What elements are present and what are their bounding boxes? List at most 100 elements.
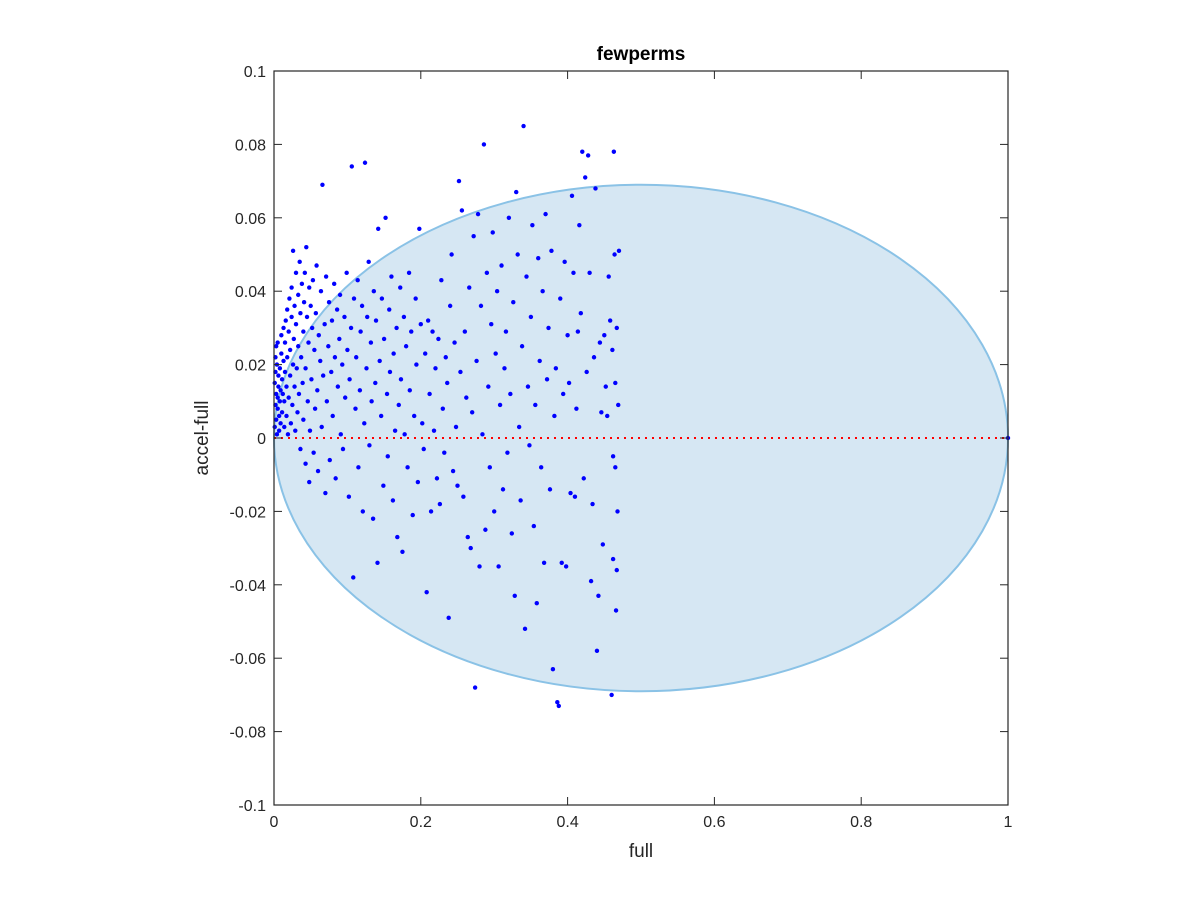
data-point: [489, 322, 494, 327]
data-point: [605, 413, 610, 419]
y-tick-label: -0.02: [230, 504, 267, 521]
data-point: [553, 366, 559, 371]
data-point: [285, 355, 290, 360]
data-point: [392, 428, 398, 433]
data-point: [309, 377, 314, 382]
data-point: [319, 424, 324, 430]
data-point: [503, 329, 509, 334]
y-axis-label: accel-full: [192, 401, 213, 476]
data-point: [531, 523, 537, 529]
data-point: [275, 340, 280, 345]
data-point: [568, 490, 573, 496]
data-point: [611, 149, 617, 154]
data-point: [292, 384, 297, 389]
data-point: [279, 377, 285, 382]
data-point: [362, 421, 367, 426]
data-point: [428, 509, 434, 514]
data-point: [338, 432, 343, 437]
data-point: [281, 325, 286, 331]
data-point: [462, 329, 468, 334]
data-point: [301, 329, 306, 334]
data-point: [614, 567, 619, 573]
data-point: [414, 362, 419, 367]
data-point: [533, 402, 538, 408]
data-point: [423, 351, 428, 356]
data-point: [340, 362, 345, 367]
data-point: [305, 399, 310, 404]
data-point: [528, 314, 534, 320]
y-tick-label: -0.1: [238, 798, 266, 815]
data-point: [358, 329, 363, 334]
data-point: [296, 391, 302, 397]
data-point: [400, 549, 405, 554]
data-point: [439, 277, 444, 283]
data-point: [313, 311, 319, 316]
data-point: [421, 446, 426, 452]
data-point: [409, 329, 414, 334]
data-point: [562, 259, 567, 265]
data-point: [331, 281, 337, 287]
data-point: [284, 384, 289, 389]
data-point: [558, 296, 563, 301]
data-point: [550, 667, 556, 672]
data-point: [318, 358, 323, 364]
data-point: [442, 450, 447, 455]
data-point: [418, 322, 423, 327]
data-point: [302, 270, 308, 276]
data-point: [547, 487, 553, 492]
data-point: [384, 391, 390, 397]
data-point: [599, 410, 604, 415]
data-point: [324, 399, 330, 404]
data-point: [534, 600, 539, 606]
data-point: [461, 494, 466, 499]
data-point: [410, 512, 415, 518]
data-point: [326, 300, 332, 305]
data-point: [514, 189, 519, 195]
data-point: [396, 402, 401, 408]
data-point: [546, 325, 551, 331]
data-point: [610, 454, 616, 459]
data-point: [290, 248, 296, 254]
data-point: [563, 564, 569, 569]
data-point: [366, 259, 371, 265]
data-point: [340, 446, 346, 452]
data-point: [500, 487, 506, 492]
data-point: [569, 193, 575, 198]
data-point: [492, 509, 497, 514]
data-point: [443, 355, 448, 360]
data-point: [427, 391, 432, 397]
data-point: [287, 373, 293, 378]
data-point: [394, 325, 399, 331]
data-point: [371, 289, 377, 294]
data-point: [506, 215, 512, 220]
data-point: [458, 369, 463, 375]
data-point: [496, 564, 501, 569]
data-point: [610, 347, 615, 353]
data-point: [369, 399, 374, 404]
x-tick-label: 0: [270, 814, 279, 831]
data-point: [455, 483, 460, 488]
data-point: [294, 366, 299, 371]
data-point: [494, 289, 500, 294]
data-point: [378, 413, 384, 419]
data-point: [383, 215, 388, 220]
data-point: [349, 164, 355, 169]
data-point: [475, 211, 481, 217]
data-point: [417, 226, 422, 232]
data-point: [469, 410, 475, 415]
data-point: [597, 340, 603, 345]
data-point: [402, 432, 407, 437]
data-point: [329, 369, 334, 375]
data-point: [315, 388, 320, 393]
data-point: [585, 153, 591, 158]
data-point: [490, 230, 495, 235]
y-tick-label: 0.08: [235, 137, 266, 154]
data-point: [275, 395, 280, 400]
plot-area: [272, 71, 1011, 805]
data-point: [524, 274, 529, 279]
data-point: [291, 336, 297, 342]
data-point: [588, 578, 594, 584]
data-point: [566, 380, 572, 386]
y-tick-label: 0.04: [235, 284, 266, 301]
y-tick-label: 0: [257, 431, 266, 448]
